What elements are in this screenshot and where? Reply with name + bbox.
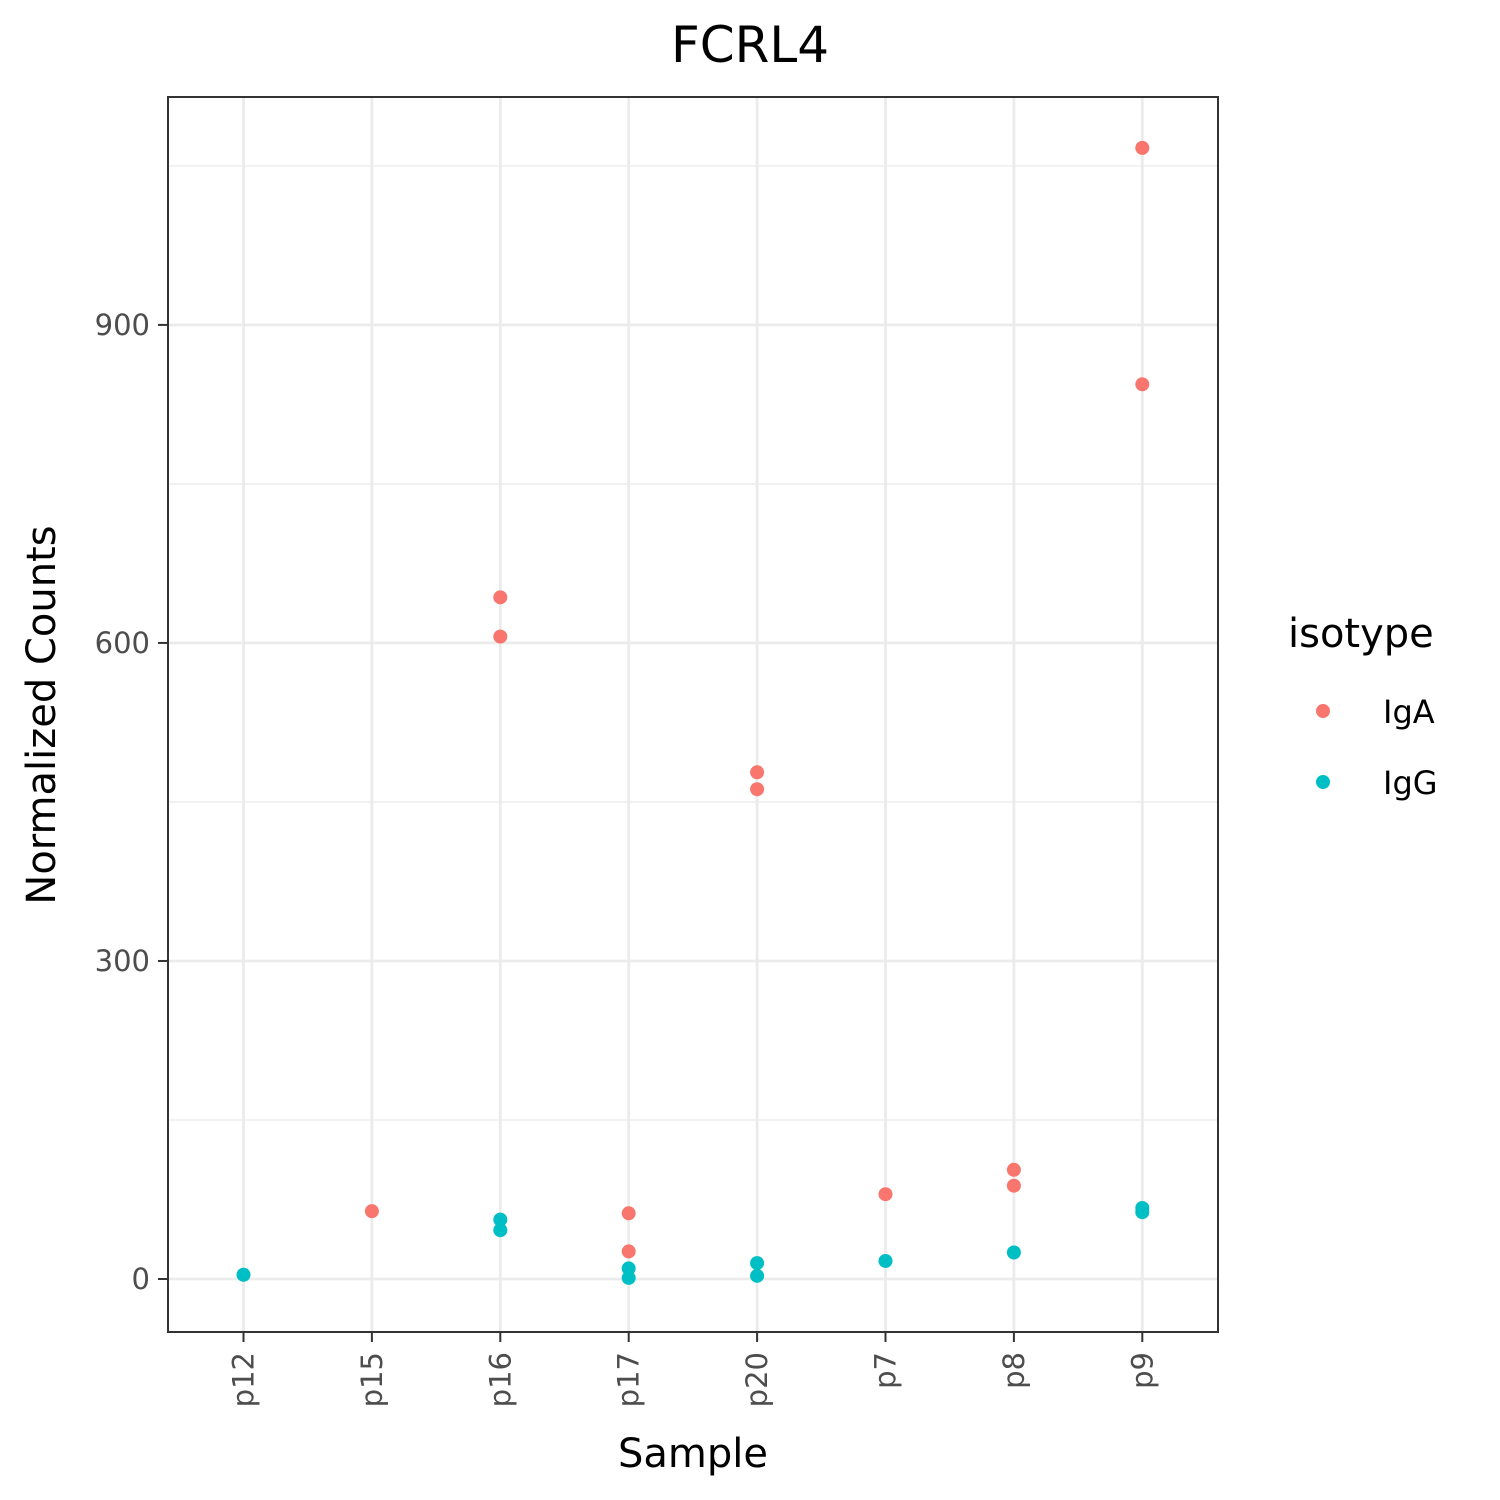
data-point-iga	[364, 1204, 379, 1219]
data-point-igg	[621, 1270, 636, 1285]
data-point-iga	[1135, 140, 1150, 155]
plot-background	[168, 97, 1218, 1332]
x-tick-label: p9	[1125, 1352, 1159, 1389]
x-tick-label: p15	[355, 1352, 389, 1407]
legend-title: isotype	[1288, 611, 1434, 657]
data-point-iga	[750, 782, 765, 797]
data-point-iga	[1135, 377, 1150, 392]
data-point-igg	[750, 1256, 765, 1271]
data-point-iga	[493, 590, 508, 605]
x-tick-label: p7	[869, 1352, 903, 1389]
data-points	[236, 140, 1150, 1285]
data-point-igg	[493, 1223, 508, 1238]
legend: isotype IgA IgG	[1288, 611, 1438, 802]
data-point-iga	[621, 1206, 636, 1221]
data-point-iga	[750, 765, 765, 780]
x-tick-label: p20	[740, 1352, 774, 1407]
data-point-igg	[1135, 1205, 1150, 1220]
y-tick-label: 0	[132, 1262, 150, 1296]
axes: 0 300 600 900 p12 p15 p16 p17 p20 p7 p8 p9	[95, 308, 1160, 1407]
legend-label-iga: IgA	[1383, 693, 1435, 731]
legend-key-iga	[1316, 704, 1330, 718]
chart-title: FCRL4	[671, 16, 829, 74]
data-point-igg	[750, 1268, 765, 1283]
data-point-igg	[878, 1253, 893, 1268]
data-point-igg	[1006, 1245, 1021, 1260]
x-axis-title: Sample	[618, 1431, 768, 1477]
data-point-iga	[1006, 1162, 1021, 1177]
data-point-igg	[493, 1212, 508, 1227]
data-point-iga	[878, 1187, 893, 1202]
plot-border	[167, 96, 1219, 1333]
x-tick-label: p12	[227, 1352, 261, 1407]
y-tick-label: 600	[95, 626, 150, 660]
data-point-iga	[621, 1244, 636, 1259]
y-axis-title: Normalized Counts	[19, 525, 65, 904]
legend-key-igg	[1316, 775, 1330, 789]
x-tick-label: p16	[483, 1352, 517, 1407]
x-tick-label: p8	[997, 1352, 1031, 1389]
x-tick-label: p17	[612, 1352, 646, 1407]
gridlines	[168, 97, 1218, 1332]
data-point-iga	[1006, 1178, 1021, 1193]
legend-label-igg: IgG	[1383, 764, 1438, 802]
y-tick-label: 900	[95, 308, 150, 342]
data-point-iga	[493, 629, 508, 644]
data-point-igg	[236, 1267, 251, 1282]
y-tick-label: 300	[95, 944, 150, 978]
